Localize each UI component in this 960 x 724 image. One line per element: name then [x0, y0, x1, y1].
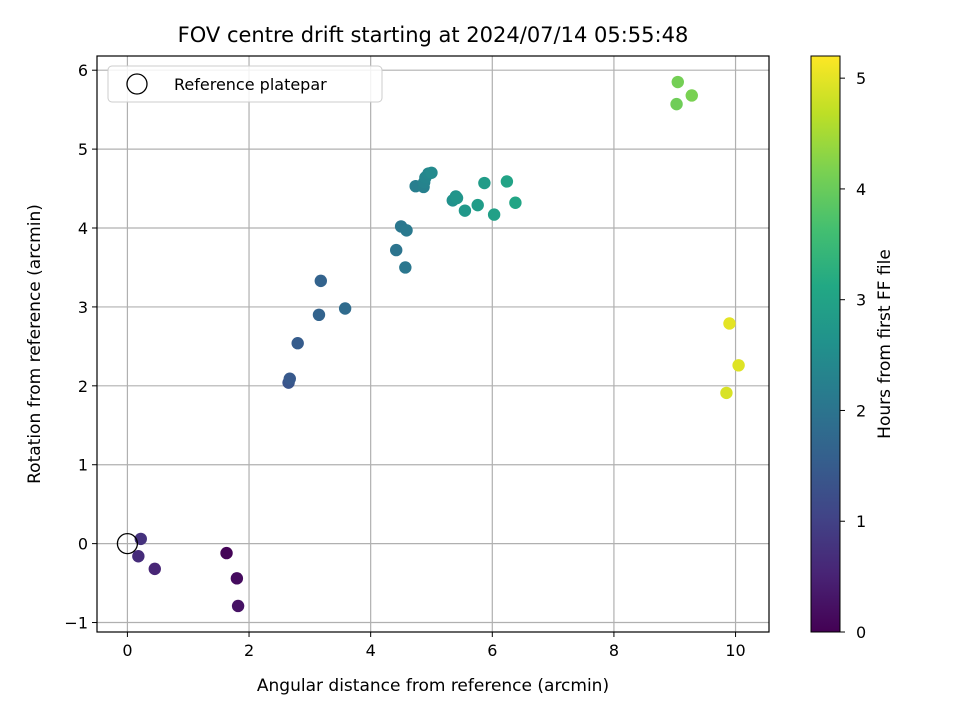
data-point	[312, 308, 326, 322]
grid-lines	[97, 56, 769, 632]
y-tick-label: 1	[78, 456, 88, 475]
colorbar-tick-label: 0	[856, 623, 866, 642]
legend-box	[107, 65, 383, 103]
data-point	[458, 204, 472, 217]
plot-frame	[96, 55, 770, 633]
legend: Reference platepar	[107, 65, 383, 103]
data-point	[148, 562, 161, 576]
y-tick-label: 3	[78, 298, 88, 317]
reference-point-marker	[116, 532, 139, 555]
data-point	[231, 599, 245, 613]
data-point	[723, 317, 736, 330]
data-point	[283, 372, 296, 385]
data-point	[509, 196, 522, 209]
axis-ticks: 0 2 4 6 8 10 −1 0 1 2 3 4 5 6	[64, 61, 745, 660]
data-point	[471, 198, 484, 212]
colorbar-tick-label: 4	[856, 180, 866, 199]
data-point	[132, 550, 145, 563]
data-point	[732, 359, 745, 372]
data-point	[338, 302, 352, 315]
data-point	[671, 75, 684, 89]
x-tick-label: 2	[244, 641, 254, 660]
data-point	[478, 176, 491, 190]
legend-marker-icon	[126, 73, 148, 95]
colorbar-tick-label: 2	[856, 401, 866, 420]
x-axis-label: Angular distance from reference (arcmin)	[257, 676, 609, 696]
chart-title: FOV centre drift starting at 2024/07/14 …	[178, 23, 689, 47]
colorbar-ticks: 0 1 2 3 4 5	[840, 69, 866, 642]
data-point	[425, 166, 438, 179]
data-point	[720, 386, 733, 400]
x-tick-label: 4	[366, 641, 376, 660]
data-points	[132, 75, 745, 613]
y-tick-label: −1	[64, 614, 88, 633]
data-point	[220, 546, 233, 560]
data-point	[450, 191, 464, 205]
y-tick-label: 6	[78, 61, 88, 80]
x-tick-label: 8	[609, 641, 619, 660]
colorbar-label: Hours from first FF file	[875, 249, 895, 439]
y-tick-label: 2	[78, 377, 88, 396]
y-tick-label: 4	[78, 219, 88, 238]
data-point	[500, 175, 514, 188]
reference-marker	[116, 532, 139, 555]
data-point	[314, 274, 327, 288]
colorbar-tick-label: 5	[856, 69, 866, 88]
legend-label: Reference platepar	[174, 75, 327, 94]
data-point	[685, 89, 698, 102]
x-tick-label: 10	[725, 641, 745, 660]
y-tick-label: 0	[78, 535, 88, 554]
colorbar-tick-label: 3	[856, 291, 866, 310]
data-point	[487, 208, 501, 221]
x-tick-label: 0	[122, 641, 132, 660]
colorbar-tick-label: 1	[856, 512, 866, 531]
colorbar: 0 1 2 3 4 5 Hours from first FF file	[810, 55, 895, 642]
data-point	[291, 337, 304, 350]
data-point	[399, 261, 412, 274]
colorbar-gradient	[810, 55, 841, 633]
data-point	[670, 97, 683, 111]
y-tick-label: 5	[78, 140, 88, 159]
y-axis-label: Rotation from reference (arcmin)	[25, 204, 45, 484]
x-tick-label: 6	[487, 641, 497, 660]
data-point	[400, 224, 413, 237]
data-point	[390, 243, 403, 257]
data-point	[230, 572, 244, 585]
